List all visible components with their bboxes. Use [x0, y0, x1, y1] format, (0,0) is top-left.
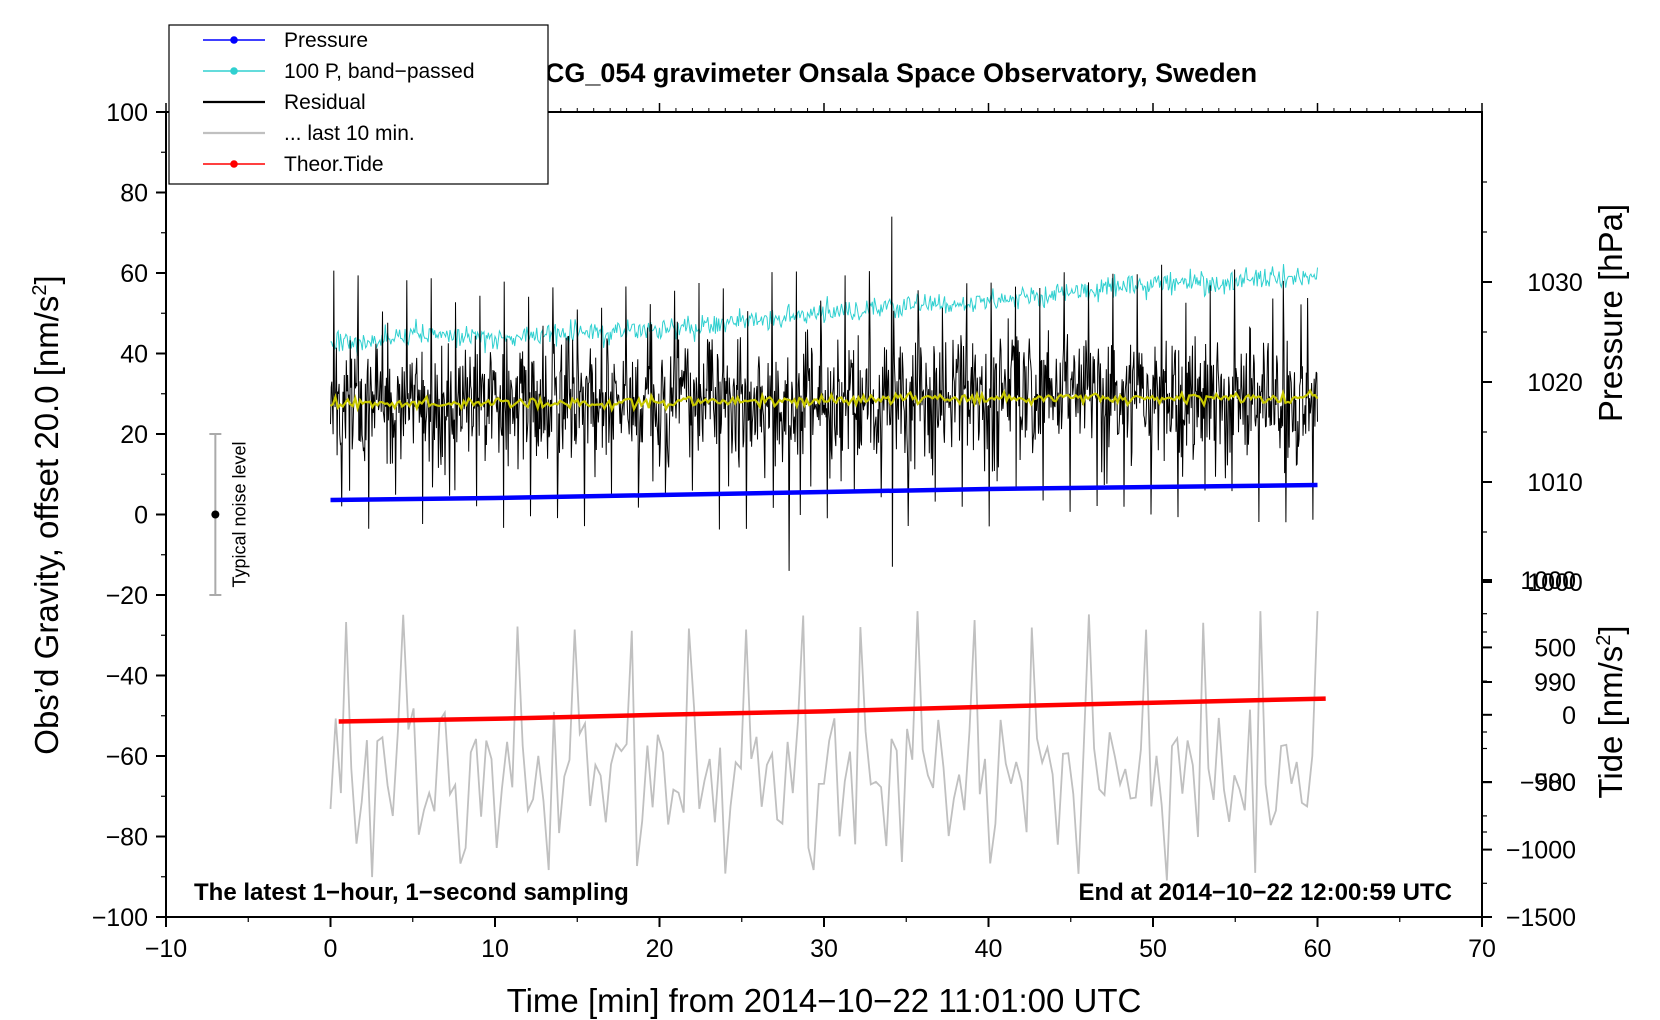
noise-level-indicator: Typical noise level: [209, 433, 249, 596]
legend-label: 100 P, band−passed: [284, 60, 475, 83]
legend: Pressure 100 P, band−passed Residual ... la…: [168, 24, 549, 185]
x-tick-label: 60: [1304, 935, 1332, 963]
pressure-axis-title: Pressure [hPa]: [1592, 204, 1629, 422]
legend-marker: [230, 36, 238, 44]
x-tick-label: 40: [975, 935, 1003, 963]
legend-marker: [230, 160, 238, 168]
noise-level-dot: [211, 510, 220, 519]
legend-label: Pressure: [284, 29, 368, 52]
y-tick-label: 20: [120, 421, 148, 449]
chart-title: SCG_054 gravimeter Onsala Space Observat…: [527, 58, 1257, 88]
axes-layer: −10 0 10 20 30 40 50 60 70−100−80−60−40−20020406…: [92, 99, 1583, 963]
plot-frame: [165, 111, 1483, 918]
y-tick-label: −100: [92, 904, 148, 932]
y-axis-title: Obs’d Gravity, offset 20.0 [nm/s2]: [28, 275, 65, 754]
y-tick-label: 100: [106, 99, 148, 127]
x-tick-label: 20: [646, 935, 674, 963]
series-band-passed-pressure: [330, 264, 1318, 356]
sampling-note: The latest 1−hour, 1−second sampling: [194, 879, 629, 906]
tide-tick-label: −1500: [1506, 904, 1576, 932]
x-tick-label: −10: [145, 935, 187, 963]
x-tick-label: 70: [1468, 935, 1496, 963]
y-tick-label: 0: [134, 502, 148, 530]
legend-label: ... last 10 min.: [284, 122, 415, 145]
series-theoretical-tide: [338, 696, 1326, 724]
series-pressure: [330, 482, 1318, 503]
tide-axis-title: Tide [nm/s2]: [1592, 625, 1629, 798]
pressure-tick-label: 990: [1534, 669, 1576, 697]
legend-marker: [230, 67, 238, 75]
x-tick-label: 10: [481, 935, 509, 963]
series-last-10-min: [329, 611, 1319, 881]
x-axis-title: Time [min] from 2014−10−22 11:01:00 UTC: [507, 982, 1142, 1019]
y-tick-label: −20: [106, 582, 148, 610]
tide-tick-label: 500: [1534, 634, 1576, 662]
legend-label: Theor.Tide: [284, 153, 384, 176]
pressure-tick-label: 1000: [1527, 569, 1583, 597]
series-residual: [330, 216, 1318, 571]
y-tick-label: 80: [120, 180, 148, 208]
y-tick-label: −80: [106, 824, 148, 852]
y-tick-label: −60: [106, 743, 148, 771]
pressure-tick-label: 1020: [1527, 369, 1583, 397]
legend-items: Pressure 100 P, band−passed Residual ... la…: [203, 29, 475, 176]
pressure-tick-label: 980: [1534, 769, 1576, 797]
x-tick-label: 0: [324, 935, 338, 963]
y-tick-label: −40: [106, 663, 148, 691]
noise-level-label: Typical noise level: [229, 441, 249, 587]
legend-item: Residual: [203, 91, 366, 114]
y-tick-label: 60: [120, 260, 148, 288]
tide-tick-label: −500: [1520, 769, 1576, 797]
y-tick-label: 40: [120, 341, 148, 369]
legend-item: 100 P, band−passed: [203, 60, 475, 83]
tide-tick-label: 1000: [1520, 567, 1576, 595]
legend-label: Residual: [284, 91, 366, 114]
pressure-tick-label: 1030: [1527, 269, 1583, 297]
tide-tick-label: 0: [1562, 702, 1576, 730]
series-residual-smoothed: [329, 388, 1319, 413]
legend-item: Theor.Tide: [203, 153, 384, 176]
data-series-layer: [329, 216, 1326, 881]
x-tick-label: 50: [1139, 935, 1167, 963]
end-time-note: End at 2014−10−22 12:00:59 UTC: [1078, 879, 1452, 906]
legend-item: Pressure: [203, 29, 368, 52]
pressure-tick-label: 1010: [1527, 469, 1583, 497]
legend-box: [168, 24, 549, 185]
tide-tick-label: −1000: [1506, 837, 1576, 865]
x-tick-label: 30: [810, 935, 838, 963]
legend-item: ... last 10 min.: [203, 122, 415, 145]
